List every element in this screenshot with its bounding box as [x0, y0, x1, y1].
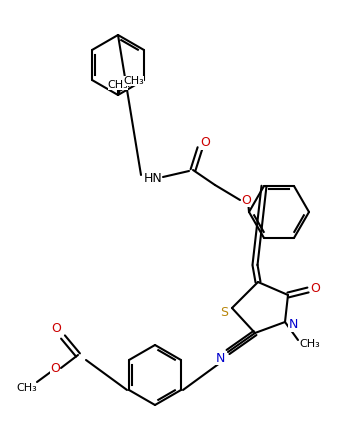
Text: O: O: [51, 323, 61, 336]
Text: CH₃: CH₃: [16, 383, 37, 393]
Text: S: S: [220, 306, 228, 318]
Text: CH₃: CH₃: [300, 339, 320, 349]
Text: CH₃: CH₃: [123, 76, 144, 86]
Text: O: O: [200, 137, 210, 149]
Text: O: O: [241, 193, 251, 206]
Text: N: N: [288, 318, 298, 332]
Text: O: O: [310, 282, 320, 294]
Text: O: O: [50, 362, 60, 374]
Text: HN: HN: [144, 172, 162, 184]
Text: CH₃: CH₃: [108, 80, 128, 90]
Text: N: N: [215, 351, 225, 365]
